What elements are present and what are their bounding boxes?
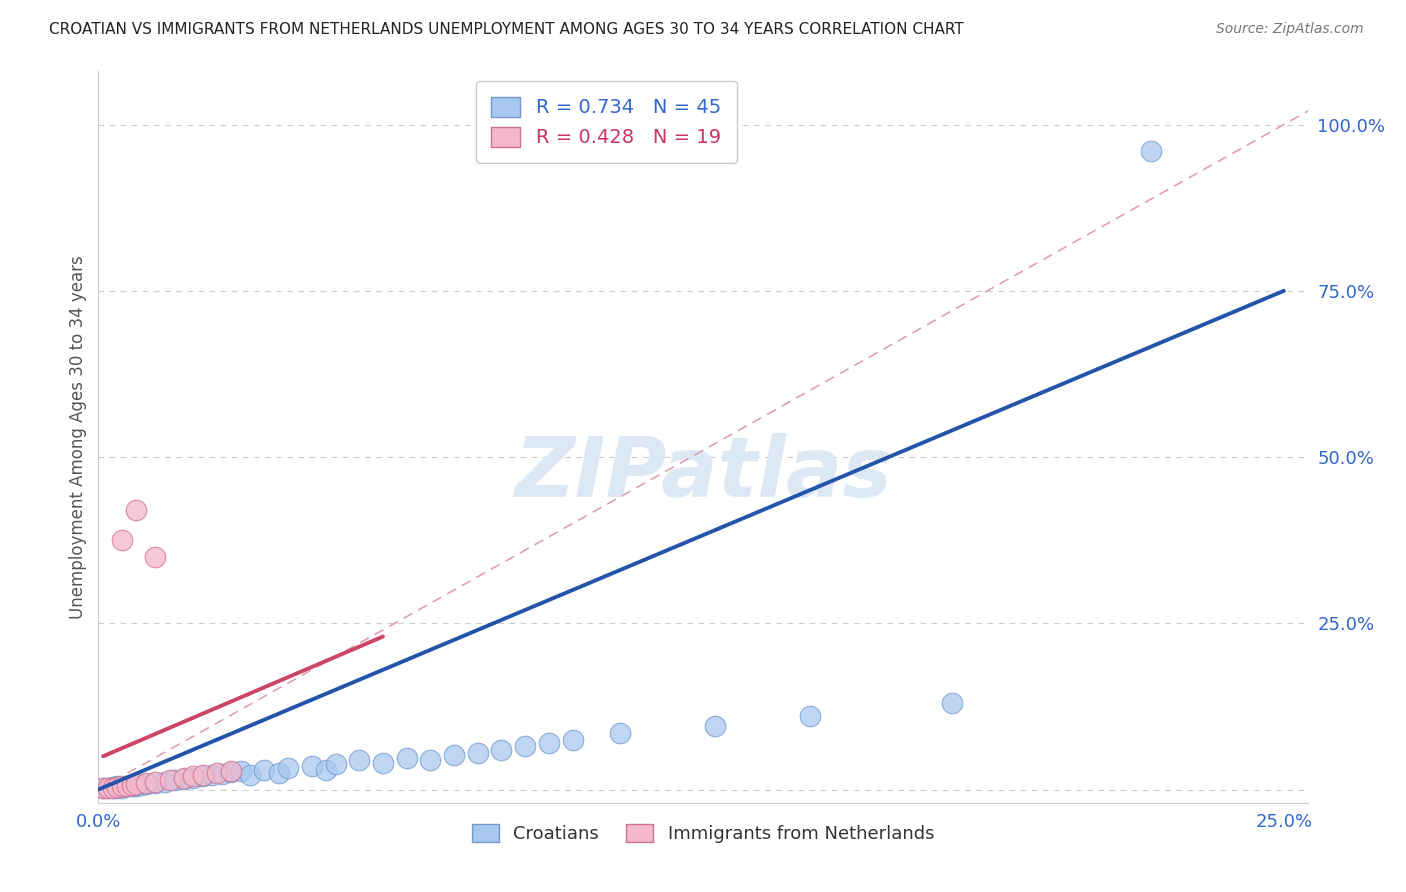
Point [125,777,148,791]
Point [115,779,138,793]
Point [173,771,195,785]
Point [609,726,631,740]
Text: ZIPatlas: ZIPatlas [515,434,891,514]
Point [941,696,963,710]
Point [135,777,157,791]
Point [419,753,441,767]
Point [105,780,128,794]
Point [111,780,134,794]
Point [277,761,299,775]
Point [173,772,195,786]
Point [121,778,143,792]
Point [111,779,134,793]
Point [371,756,394,770]
Point [799,709,821,723]
Text: Source: ZipAtlas.com: Source: ZipAtlas.com [1216,22,1364,37]
Point [105,780,128,795]
Point [91,780,114,795]
Point [267,765,290,780]
Point [97,780,120,795]
Point [201,768,224,782]
Point [125,503,148,517]
Point [159,772,181,787]
Point [561,732,583,747]
Point [121,779,143,793]
Point [205,765,228,780]
Y-axis label: Unemployment Among Ages 30 to 34 years: Unemployment Among Ages 30 to 34 years [69,255,87,619]
Text: CROATIAN VS IMMIGRANTS FROM NETHERLANDS UNEMPLOYMENT AMONG AGES 30 TO 34 YEARS C: CROATIAN VS IMMIGRANTS FROM NETHERLANDS … [49,22,965,37]
Point [101,781,124,796]
Point [347,753,370,767]
Point [129,778,152,792]
Point [219,765,242,780]
Point [101,780,124,794]
Point [181,771,204,785]
Point [153,774,176,789]
Point [125,779,148,793]
Point [1140,144,1163,158]
Point [101,781,124,796]
Point [191,769,214,783]
Point [181,769,204,783]
Point [115,779,138,793]
Point [211,766,233,780]
Point [91,781,114,796]
Point [143,776,166,790]
Point [135,776,157,790]
Point [97,781,120,796]
Point [253,763,276,777]
Point [395,750,418,764]
Point [315,763,337,777]
Point [467,746,489,760]
Point [491,742,513,756]
Point [105,779,128,793]
Point [515,739,537,754]
Legend: Croatians, Immigrants from Netherlands: Croatians, Immigrants from Netherlands [463,815,943,852]
Point [191,768,214,782]
Point [239,768,262,782]
Point [219,764,242,778]
Point [111,533,134,548]
Point [111,781,134,796]
Point [143,774,166,789]
Point [143,549,166,564]
Point [703,719,725,733]
Point [163,773,186,788]
Point [325,757,347,772]
Point [301,759,323,773]
Point [443,747,465,762]
Point [229,764,252,778]
Point [537,736,560,750]
